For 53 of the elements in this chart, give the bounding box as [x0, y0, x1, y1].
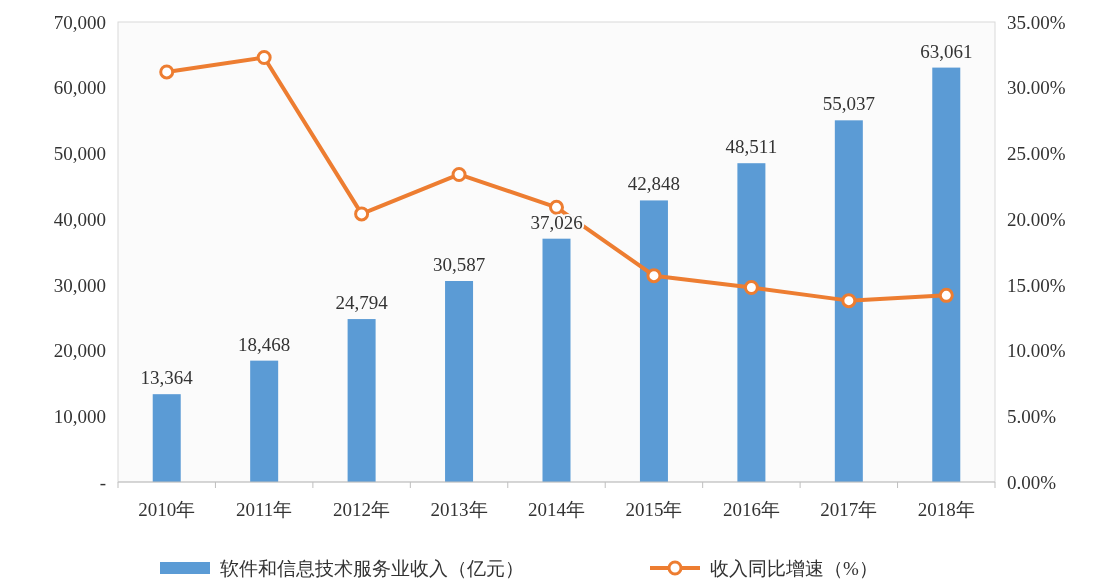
x-tick-label: 2014年 — [528, 499, 585, 520]
y2-tick-label: 5.00% — [1007, 405, 1057, 427]
bar — [542, 238, 571, 482]
x-tick-label: 2018年 — [917, 499, 975, 520]
data-label: 48,511 — [725, 136, 778, 158]
bar — [250, 360, 279, 482]
data-label: 42,848 — [627, 173, 681, 195]
legend-label: 收入同比增速（%） — [710, 557, 878, 579]
x-tick-label: 2013年 — [430, 499, 488, 520]
y2-tick-label: 20.00% — [1007, 208, 1066, 230]
data-label: 13,364 — [140, 367, 194, 389]
bar — [445, 281, 474, 482]
y-tick-label: 10,000 — [53, 405, 106, 427]
y-tick-label: 20,000 — [53, 340, 106, 362]
point — [159, 64, 175, 80]
data-label: 24,794 — [335, 292, 389, 314]
point — [938, 287, 954, 303]
y-tick-label: 40,000 — [53, 208, 106, 230]
bar — [639, 200, 668, 482]
point — [256, 49, 272, 65]
bar — [834, 120, 863, 482]
bar — [932, 67, 961, 482]
point — [743, 279, 759, 295]
data-label: 55,037 — [822, 93, 875, 115]
y2-tick-label: 15.00% — [1007, 274, 1066, 296]
y-tick-label: 70,000 — [53, 11, 106, 33]
x-tick-label: 2011年 — [236, 499, 293, 520]
x-tick-label: 2017年 — [820, 499, 878, 520]
point — [646, 268, 662, 284]
data-label: 63,061 — [920, 40, 973, 62]
data-label: 30,587 — [432, 254, 486, 275]
y2-tick-label: 0.00% — [1007, 471, 1057, 493]
x-tick-label: 2016年 — [722, 499, 780, 520]
y-tick-label: - — [99, 471, 106, 493]
y-tick-label: 60,000 — [53, 77, 106, 99]
y-tick-label: 50,000 — [53, 143, 106, 165]
point — [451, 166, 467, 182]
point — [841, 293, 857, 309]
y2-tick-label: 25.00% — [1007, 143, 1066, 165]
x-tick-label: 2012年 — [333, 499, 391, 520]
y-tick-label: 30,000 — [53, 274, 106, 296]
point — [549, 199, 564, 215]
y2-tick-label: 30.00% — [1007, 77, 1066, 99]
x-tick-label: 2015年 — [625, 499, 683, 520]
bar — [347, 319, 376, 482]
y2-tick-label: 35.00% — [1007, 11, 1066, 33]
bar — [737, 163, 766, 482]
legend-label: 软件和信息技术服务业收入（亿元） — [220, 557, 524, 579]
y2-tick-label: 10.00% — [1007, 340, 1066, 362]
x-tick-label: 2010年 — [138, 499, 196, 520]
bar — [152, 394, 181, 482]
point — [354, 206, 370, 222]
data-label: 18,468 — [238, 333, 291, 355]
